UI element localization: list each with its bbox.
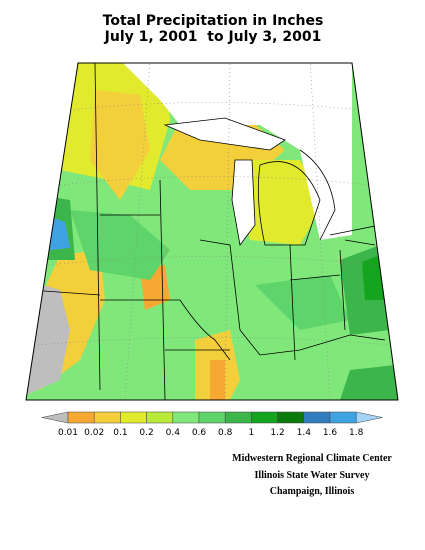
credit: Champaign, Illinois [270,486,355,497]
legend-tick-label: 0.8 [218,428,233,438]
legend-swatch [303,411,331,424]
credit: Midwestern Regional Climate Center [232,453,392,464]
legend-swatch [251,411,278,424]
legend-swatch [329,411,357,424]
map [25,62,399,401]
legend-swatch [172,411,200,424]
credit: Illinois State Water Survey [255,470,370,481]
legend-swatch [67,411,95,424]
legend-tick-label: 0.2 [139,428,153,438]
legend-swatch [355,411,383,424]
legend-swatch [41,411,69,424]
title: Total Precipitation in Inches [103,13,324,29]
legend-tick-label: 1.4 [297,428,312,438]
legend-tick-label: 1.2 [270,428,284,438]
legend-tick-label: 1.6 [323,428,338,438]
legend-tick-label: 0.4 [166,428,181,438]
legend-tick-label: 0.6 [192,428,207,438]
legend-swatch [224,411,252,424]
legend: 0.01 0.02 0.1 0.2 0.4 0.6 0.8 1 1.2 1.4 1.6 1.8 [41,411,383,438]
legend-swatch [198,411,226,424]
legend-swatch [93,411,121,424]
legend-tick-label: 0.02 [84,428,104,438]
legend-tick-label: 0.1 [113,428,127,438]
legend-tick-label: 0.01 [58,428,78,438]
legend-swatch [277,411,305,424]
legend-swatch [120,411,147,424]
legend-swatch [146,411,174,424]
subtitle: July 1, 2001 to July 3, 2001 [104,29,322,45]
legend-tick-label: 1 [249,428,255,438]
legend-tick-label: 1.8 [349,428,364,438]
